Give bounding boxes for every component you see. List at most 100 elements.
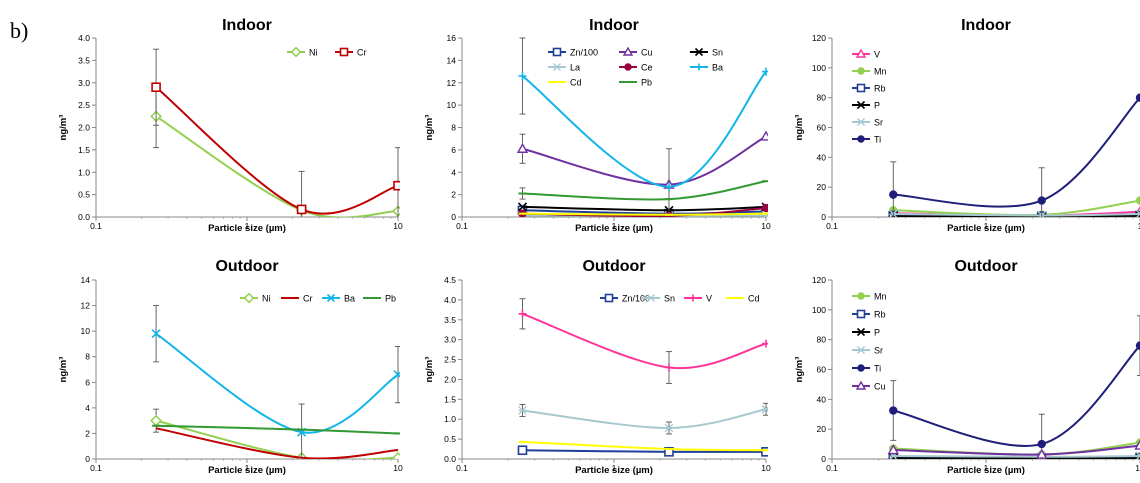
marker-plus — [689, 294, 697, 302]
legend-label: Mn — [874, 67, 887, 77]
y-tick-label: 2.5 — [78, 100, 90, 110]
marker-x — [151, 329, 161, 339]
marker-square — [393, 180, 400, 191]
x-tick-label: 1 — [984, 463, 989, 473]
y-tick-label: 3.5 — [78, 55, 90, 65]
series-line-Pb — [522, 180, 767, 201]
legend-label: Sr — [874, 346, 883, 356]
marker-square — [151, 82, 161, 93]
marker-triangle — [887, 444, 899, 455]
y-tick-label: 3.0 — [78, 78, 90, 88]
marker-star — [647, 294, 655, 302]
marker-circle — [1037, 196, 1046, 205]
marker-star — [857, 118, 865, 126]
legend-label: Ni — [309, 48, 318, 58]
x-tick-label: 10 — [761, 463, 771, 473]
chart-title: Outdoor — [954, 258, 1017, 275]
plot-area — [516, 37, 768, 217]
y-tick-label: 0 — [821, 212, 826, 222]
y-tick-label: 80 — [817, 93, 827, 103]
marker-star — [761, 404, 768, 414]
x-tick-label: 10 — [761, 221, 771, 231]
marker-square — [552, 47, 562, 57]
y-tick-label: 2 — [85, 428, 90, 438]
y-tick-label: 100 — [812, 305, 826, 315]
legend-label: Cr — [303, 294, 313, 304]
marker-plus — [762, 339, 768, 348]
marker-square — [517, 445, 528, 456]
legend-label: Pb — [641, 78, 652, 88]
marker-plus — [518, 72, 527, 81]
marker-star — [664, 423, 674, 433]
x-tick-label: 1 — [612, 221, 617, 231]
y-tick-label: 8 — [451, 123, 456, 133]
legend-label: Sn — [664, 294, 675, 304]
legend-label: Rb — [874, 84, 886, 94]
marker-diamond — [392, 451, 400, 459]
y-tick-label: 60 — [817, 365, 827, 375]
marker-x — [393, 370, 400, 380]
marker-circle — [761, 203, 768, 213]
marker-star — [1135, 209, 1140, 217]
y-tick-label: 2.0 — [444, 374, 456, 384]
x-tick-label: 0.1 — [90, 221, 102, 231]
legend-label: Cd — [748, 294, 760, 304]
y-tick-label: 6 — [451, 145, 456, 155]
legend-label: Cu — [874, 382, 886, 392]
y-tick-label: 14 — [81, 275, 91, 285]
marker-x — [694, 47, 704, 57]
y-tick-label: 14 — [447, 55, 457, 65]
marker-circle — [889, 406, 898, 415]
series-line-Sn — [522, 408, 767, 429]
y-tick-label: 12 — [447, 78, 457, 88]
legend-label: Cu — [641, 48, 653, 58]
legend-label: Zn/100 — [622, 294, 650, 304]
legend-label: Ce — [641, 63, 653, 73]
y-axis-title: ng/m³ — [794, 115, 805, 141]
marker-x — [517, 202, 528, 212]
marker-square — [664, 447, 674, 457]
legend-label: V — [874, 50, 880, 60]
marker-star — [518, 406, 527, 415]
x-tick-label: 1 — [984, 221, 989, 231]
y-tick-label: 2.5 — [444, 355, 456, 365]
marker-circle — [889, 190, 898, 199]
plot-area — [887, 315, 1140, 459]
figure-label: b) — [10, 18, 29, 43]
x-axis-title: Particle size (µm) — [575, 223, 653, 234]
y-tick-label: 0.0 — [78, 212, 90, 222]
marker-x — [326, 293, 336, 303]
chart-panel-1: Indoor 0.0 0.5 1.0 1.5 2.0 2.5 3.0 3.5 4.0 0.1 1 10 P… — [58, 17, 403, 234]
x-tick-label: 10 — [393, 221, 403, 231]
marker-circle — [624, 63, 632, 71]
series-line-Ti — [893, 96, 1140, 208]
x-axis-title: Particle size (µm) — [947, 465, 1025, 476]
x-tick-label: 0.1 — [456, 463, 468, 473]
x-tick-label: 0.1 — [826, 221, 838, 231]
series-line-Ti — [893, 344, 1140, 447]
y-tick-label: 40 — [817, 152, 827, 162]
y-tick-label: 120 — [812, 33, 826, 43]
legend: V Mn Rb P Sr Ti — [852, 48, 887, 145]
chart-panel-6: Outdoor 0 20 40 60 80 100 120 0.1 1 10 Particle siz… — [794, 258, 1140, 476]
y-tick-label: 1.5 — [444, 394, 456, 404]
marker-triangle — [1036, 448, 1048, 459]
legend: Ni Cr — [287, 46, 367, 58]
x-tick-label: 1 — [612, 463, 617, 473]
y-tick-label: 0.5 — [444, 434, 456, 444]
x-tick-label: 1 — [245, 463, 250, 473]
x-tick-label: 0.1 — [826, 463, 838, 473]
chart-panel-5: Outdoor 0.0 0.5 1.0 1.5 2.0 2.5 3.0 3.5 4.0 4.5 0.1… — [424, 258, 771, 476]
x-axis-title: Particle size (µm) — [575, 465, 653, 476]
legend-label: Ti — [874, 135, 881, 145]
legend-label: P — [874, 101, 880, 111]
y-tick-label: 100 — [812, 63, 826, 73]
y-axis-title: ng/m³ — [58, 357, 69, 383]
legend-label: Mn — [874, 292, 887, 302]
series-line-Sr — [893, 213, 1140, 217]
y-tick-label: 60 — [817, 123, 827, 133]
x-tick-label: 0.1 — [456, 221, 468, 231]
legend: Zn/100 Sn V Cd — [600, 294, 760, 304]
legend-label: Rb — [874, 310, 886, 320]
